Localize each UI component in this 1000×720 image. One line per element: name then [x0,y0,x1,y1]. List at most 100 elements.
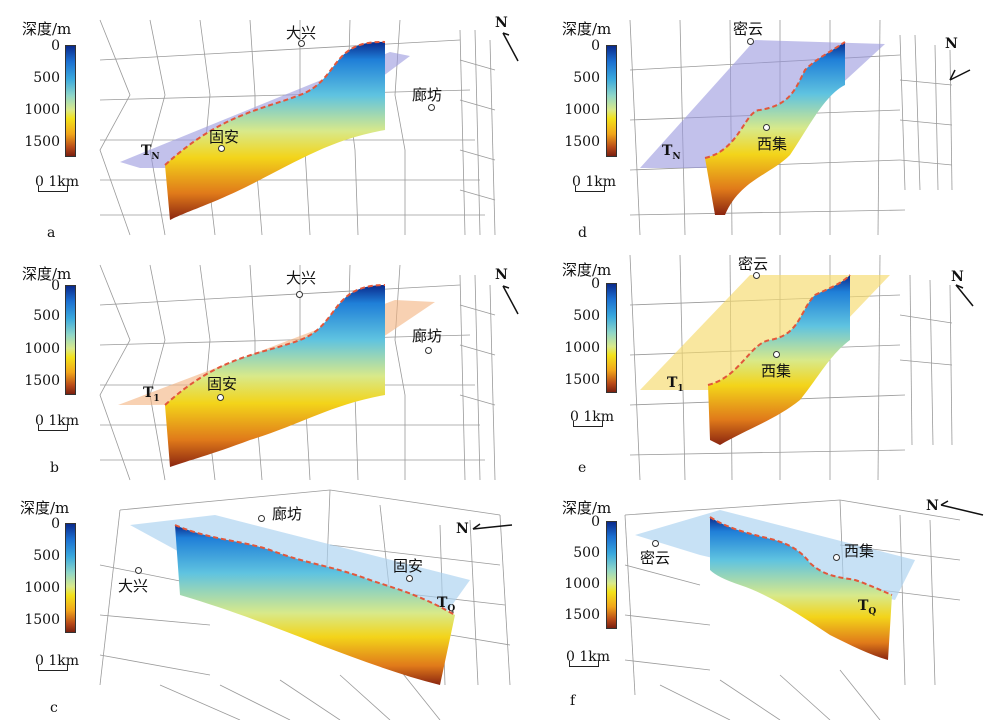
north-label: N [495,267,508,283]
north-arrow-icon [955,284,974,307]
place-guan: 固安 [207,375,238,393]
panel-f-surface [710,517,892,660]
depth-colorbar [606,283,617,393]
north-label: N [495,15,508,31]
panel-d-surface [705,42,845,215]
panel-d: 深度/m 0 500 1000 1500 0 1km d TN 密云 西集 N [540,0,1000,245]
horizon-label-b: T1 [143,385,160,404]
place-miyun: 密云 [738,255,769,273]
scale-label: 0 1km [572,174,617,190]
depth-colorbar [65,523,76,633]
depth-tick-1000: 1000 [564,102,600,118]
panel-a-top-dash [164,40,386,166]
panel-label-f: f [570,693,576,709]
depth-tick-0: 0 [51,516,60,532]
panel-b-top-dash [164,284,386,406]
depth-tick-0: 0 [591,276,600,292]
place-marker [652,540,659,547]
place-guan: 固安 [209,128,240,146]
north-arrow-icon [472,523,513,530]
depth-tick-500: 500 [33,70,60,86]
panel-a-scene [99,19,496,236]
depth-tick-500: 500 [33,308,60,324]
depth-title: 深度/m [22,20,72,38]
place-marker [425,347,432,354]
scale-label: 0 1km [35,174,80,190]
depth-tick-500: 500 [33,548,60,564]
place-marker [135,567,142,574]
north-label: N [456,521,469,537]
north-label: N [945,36,958,52]
horizon-label-f: TQ [858,598,877,617]
depth-tick-500: 500 [573,70,600,86]
panel-c-surface [175,525,455,685]
panel-a: 深度/m 0 500 1000 1500 0 1km a TN 大兴 固安 廊坊… [0,0,540,245]
north-arrow-icon [502,285,519,315]
scale-bar [38,186,68,192]
panel-b-scene [99,264,496,481]
scale-bar [38,665,68,671]
depth-tick-1500: 1500 [564,607,600,623]
place-langfang: 廊坊 [412,86,443,104]
depth-title: 深度/m [562,499,612,517]
panel-label-e: e [578,460,587,476]
panel-label-c: c [50,700,58,716]
panel-f: 深度/m 0 500 1000 1500 0 1km f TQ 密云 西集 N [540,485,1000,720]
scale-label: 0 1km [35,653,80,669]
place-marker [833,554,840,561]
horizon-label-d: TN [662,143,681,162]
place-xiji: 西集 [761,362,792,380]
place-langfang: 廊坊 [272,505,303,523]
place-xiji: 西集 [757,135,788,153]
place-marker [428,104,435,111]
depth-tick-1500: 1500 [24,134,60,150]
place-xiji: 西集 [844,542,875,560]
depth-tick-1000: 1000 [564,340,600,356]
place-marker [753,272,760,279]
place-marker [217,394,224,401]
panel-f-scene [624,499,961,720]
place-miyun: 密云 [640,549,671,567]
panel-f-top-dash [709,516,893,596]
scale-label: 0 1km [570,409,615,425]
place-marker [258,515,265,522]
depth-tick-0: 0 [51,278,60,294]
scale-label: 0 1km [35,413,80,429]
panel-e-top-dash [707,274,851,386]
panel-label-b: b [50,460,59,476]
place-daxing: 大兴 [286,269,317,287]
panel-b-surface [165,285,385,467]
north-arrow-icon [949,69,971,81]
depth-title: 深度/m [22,265,72,283]
scale-bar [569,661,599,667]
depth-tick-1500: 1500 [564,134,600,150]
depth-title: 深度/m [562,20,612,38]
place-marker [406,575,413,582]
scale-bar [575,186,605,192]
depth-colorbar [65,285,76,395]
depth-title: 深度/m [562,261,612,279]
north-label: N [951,269,964,285]
depth-tick-0: 0 [51,38,60,54]
panel-c-scene [99,489,511,720]
panel-label-a: a [47,225,56,241]
scale-bar [573,421,603,427]
depth-colorbar [606,521,617,629]
depth-tick-0: 0 [591,38,600,54]
panel-e-surface [708,275,850,445]
depth-tick-500: 500 [573,308,600,324]
panel-label-d: d [578,225,587,241]
depth-tick-0: 0 [591,514,600,530]
depth-colorbar [65,45,76,157]
place-marker [773,351,780,358]
place-guan: 固安 [393,557,424,575]
panel-e-scene [629,254,953,481]
depth-title: 深度/m [20,499,70,517]
place-marker [218,145,225,152]
north-arrow-icon [940,500,984,516]
horizon-label-e: T1 [667,375,684,394]
panel-e: 深度/m 0 500 1000 1500 0 1km e T1 密云 西集 N [540,245,1000,485]
north-arrow-icon [502,32,519,62]
depth-tick-1000: 1000 [24,102,60,118]
depth-tick-1000: 1000 [564,576,600,592]
